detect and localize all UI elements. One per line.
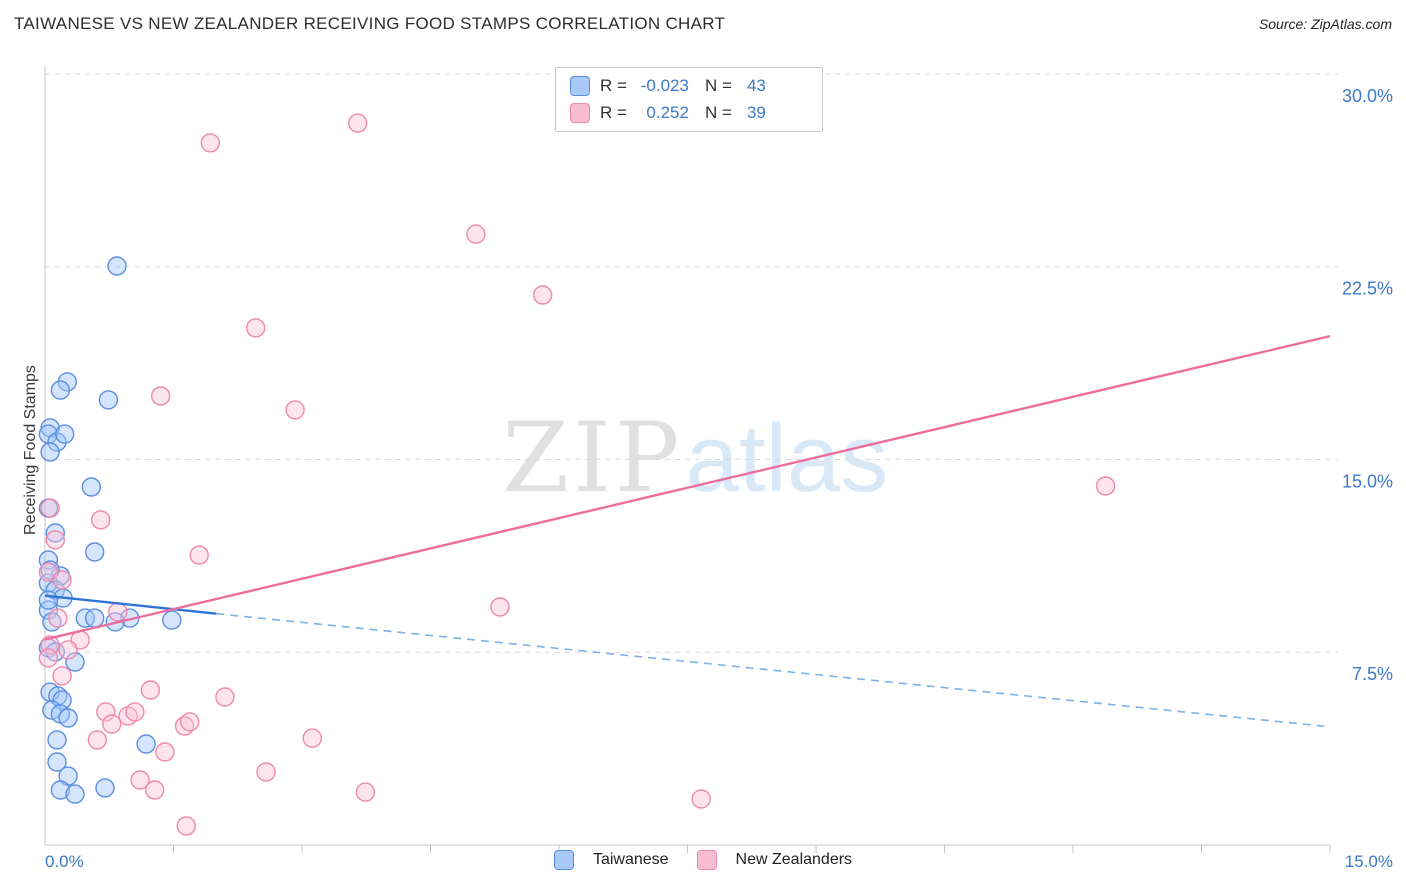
scatter-point-taiwanese [54,424,75,444]
scatter-point-new_zealanders [52,570,72,590]
r-value-new-zealanders: 0.252 [646,103,689,122]
series-legend-item-new-zealanders: New Zealanders [696,850,853,870]
scatter-point-taiwanese [50,780,71,800]
n-label: N = [704,76,732,95]
scatter-point-new_zealanders [102,714,122,734]
scatter-point-new_zealanders [45,530,65,550]
scatter-point-taiwanese [95,778,115,798]
scatter-point-new_zealanders [285,400,305,420]
scatter-point-taiwanese [58,708,78,728]
scatter-point-new_zealanders [691,789,711,809]
taiwanese-label: Taiwanese [592,851,669,868]
r-value-taiwanese: -0.023 [640,76,689,95]
scatter-point-new_zealanders [1095,476,1116,496]
trend-line-new_zealanders [44,334,1331,641]
scatter-point-new_zealanders [348,113,368,133]
watermark-atlas: atlas [685,405,889,512]
scatter-point-taiwanese [84,608,105,628]
scatter-point-taiwanese [40,442,60,462]
scatter-point-new_zealanders [355,782,376,802]
y-tick-label: 30.0% [1342,86,1393,106]
scatter-point-new_zealanders [302,728,322,748]
scatter-point-new_zealanders [52,666,72,686]
scatter-point-new_zealanders [38,648,59,668]
y-tick-label: 7.5% [1352,664,1393,684]
y-tick-label: 22.5% [1342,279,1393,299]
scatter-point-taiwanese [52,690,72,710]
x-tick-min: 0.0% [45,852,84,871]
series-legend: Taiwanese New Zealanders [0,850,1406,870]
scatter-point-new_zealanders [189,545,209,565]
scatter-point-taiwanese [38,590,59,610]
n-value-new-zealanders: 39 [746,103,766,122]
correlation-legend-box: R = -0.023 N = 43 R = 0.252 N = 39 [555,67,823,132]
new-zealanders-swatch [696,850,717,870]
trend-line-taiwanese [44,594,217,615]
scatter-point-new_zealanders [155,742,175,762]
scatter-point-new_zealanders [144,780,165,800]
scatter-point-new_zealanders [245,318,266,338]
scatter-point-taiwanese [162,610,182,630]
page-title: TAIWANESE VS NEW ZEALANDER RECEIVING FOO… [14,14,726,33]
scatter-point-taiwanese [84,542,105,562]
scatter-point-new_zealanders [200,133,221,153]
legend-row-new-zealanders: R = 0.252 N = 39 [570,103,808,123]
x-tick-max: 15.0% [1344,852,1393,871]
watermark-zip: ZIP [502,402,684,514]
scatter-point-new_zealanders [58,640,78,660]
scatter-point-new_zealanders [125,702,145,722]
scatter-point-new_zealanders [180,712,200,732]
r-label: R = [600,103,627,122]
scatter-point-taiwanese [65,784,85,804]
taiwanese-swatch [553,850,574,870]
taiwanese-legend-swatch [570,76,590,96]
new-zealanders-label: New Zealanders [735,851,853,868]
scatter-point-taiwanese [107,256,127,276]
source-label: Source: ZipAtlas.com [1258,16,1392,32]
scatter-point-taiwanese [98,390,119,410]
scatter-point-new_zealanders [176,816,197,836]
scatter-point-new_zealanders [87,730,108,750]
scatter-point-new_zealanders [490,597,510,617]
scatter-point-taiwanese [81,477,102,497]
scatter-point-taiwanese [50,380,71,400]
y-tick-label: 15.0% [1342,471,1393,491]
n-value-taiwanese: 43 [746,76,766,95]
scatter-point-new_zealanders [256,762,276,782]
legend-row-taiwanese: R = -0.023 N = 43 [570,76,808,96]
scatter-point-new_zealanders [90,510,111,530]
scatter-point-taiwanese [47,730,67,750]
scatter-point-new_zealanders [96,702,116,722]
scatter-point-taiwanese [45,580,65,600]
scatter-point-new_zealanders [108,602,128,622]
scatter-point-new_zealanders [130,770,150,790]
scatter-point-taiwanese [136,734,156,754]
trend-line-dashed-taiwanese [216,612,1331,728]
scatter-point-taiwanese [45,523,65,543]
scatter-point-new_zealanders [140,680,161,700]
watermark: ZIPatlas [502,402,888,514]
scatter-point-new_zealanders [215,687,235,707]
scatter-point-taiwanese [65,652,85,672]
scatter-point-new_zealanders [533,285,553,305]
scatter-point-new_zealanders [40,498,60,518]
r-label: R = [600,76,627,95]
series-legend-item-taiwanese: Taiwanese [553,850,669,870]
n-label: N = [704,103,732,122]
new-zealanders-legend-swatch [570,103,590,123]
scatter-point-new_zealanders [48,608,68,628]
scatter-point-new_zealanders [466,224,486,244]
scatter-point-taiwanese [47,432,67,452]
scatter-point-taiwanese [47,752,67,772]
scatter-point-new_zealanders [150,386,171,406]
